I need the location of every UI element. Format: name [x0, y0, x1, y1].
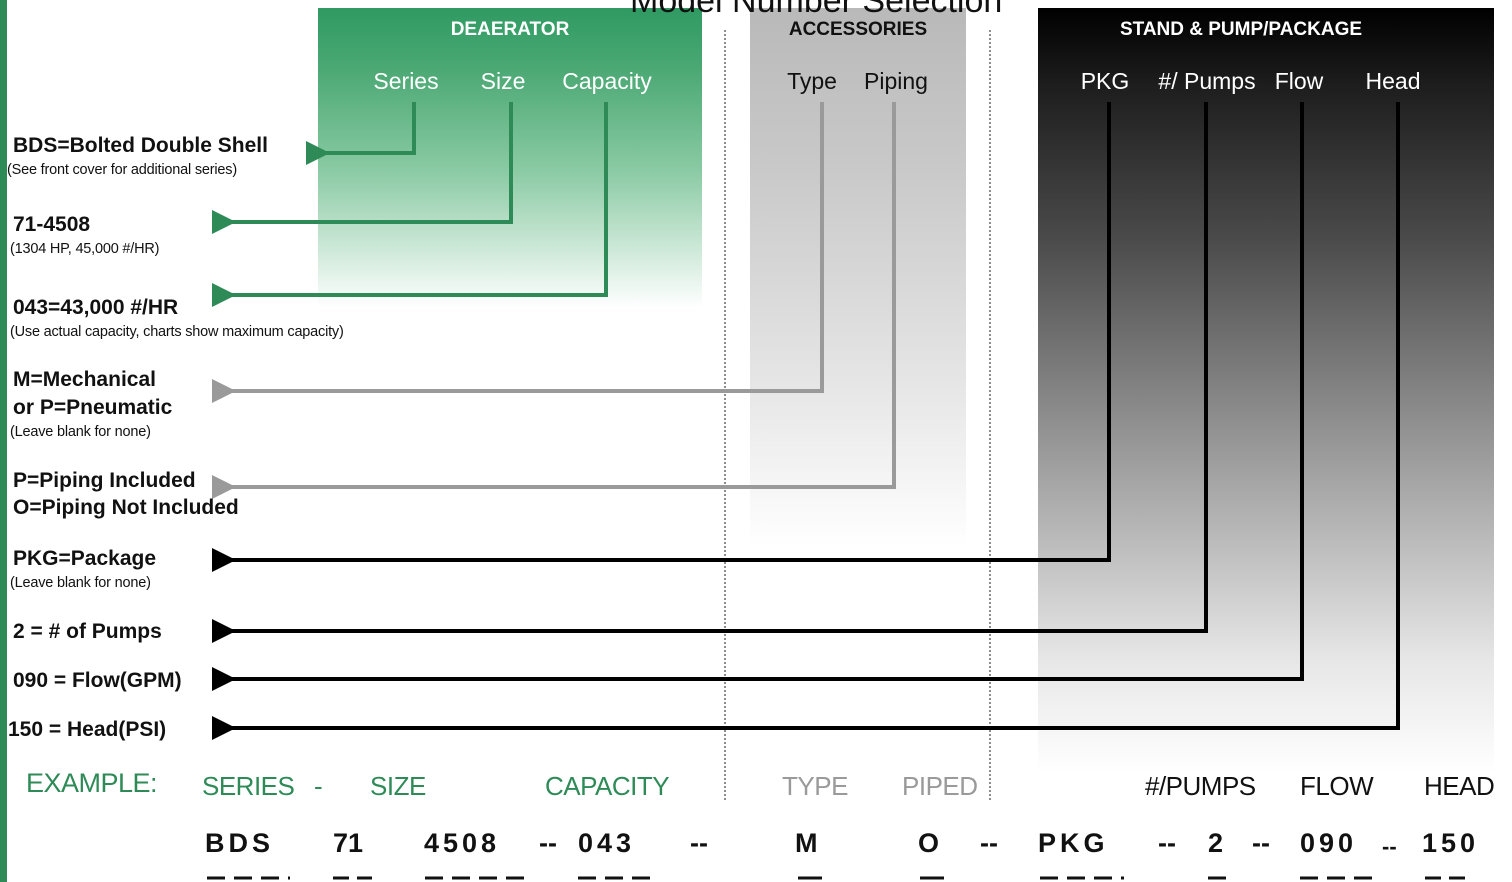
col-pumps: #/ Pumps [1158, 68, 1256, 94]
head-connector [212, 102, 1400, 740]
col-head: Head [1365, 68, 1421, 94]
left-accent-bar [0, 0, 7, 882]
col-flow: Flow [1274, 68, 1324, 94]
pkg-note: (Leave blank for none) [10, 575, 151, 591]
capacity-connector [212, 102, 608, 307]
series-option: BDS=Bolted Double Shell [13, 134, 268, 157]
type-option-pneumatic: or P=Pneumatic [13, 396, 173, 419]
col-size: Size [480, 68, 526, 94]
example-col-dash: - [314, 771, 323, 801]
accessories-panel [750, 8, 966, 548]
example-val-series: BDS [205, 828, 275, 858]
example-sep-3: -- [980, 828, 998, 858]
size-option: 71-4508 [13, 213, 91, 236]
example-val-pumps: 2 [1208, 828, 1228, 858]
example-sep-6: -- [1382, 834, 1397, 859]
pkg-option: PKG=Package [13, 547, 157, 570]
col-pkg: PKG [1080, 68, 1130, 94]
example-col-series: SERIES [202, 771, 295, 801]
flow-option: 090 = Flow(GPM) [13, 669, 182, 692]
col-capacity: Capacity [562, 68, 652, 94]
pkg-connector [212, 102, 1111, 572]
type-note: (Leave blank for none) [10, 424, 151, 440]
pumps-connector [212, 102, 1208, 643]
example-val-flow: 090 [1300, 828, 1358, 858]
size-connector [212, 102, 513, 234]
series-connector [306, 102, 416, 165]
capacity-note: (Use actual capacity, charts show maximu… [10, 324, 344, 340]
size-note: (1304 HP, 45,000 #/HR) [10, 241, 160, 257]
example-col-head: HEAD [1424, 771, 1495, 801]
piping-option-included: P=Piping Included [13, 469, 196, 492]
page-title: Model Number Selection [630, 0, 1003, 20]
example-col-pumps: #/PUMPS [1145, 771, 1256, 801]
example-val-head: 150 [1422, 828, 1480, 858]
example-col-piped: PIPED [902, 771, 978, 801]
example-val-piped: O [918, 828, 944, 858]
stand-panel [1038, 8, 1494, 773]
flow-connector [212, 102, 1304, 691]
piping-connector [212, 102, 896, 499]
example-val-pkg: PKG [1038, 828, 1109, 858]
example-col-size: SIZE [370, 771, 426, 801]
section-stand: STAND & PUMP/PACKAGE [1119, 19, 1363, 40]
type-connector [212, 102, 824, 403]
example-label: EXAMPLE: [26, 768, 158, 798]
type-option-mechanical: M=Mechanical [13, 368, 156, 391]
head-option: 150 = Head(PSI) [8, 718, 167, 741]
section-deaerator: DEAERATOR [450, 19, 570, 40]
col-type: Type [787, 68, 837, 94]
example-col-type: TYPE [782, 771, 848, 801]
example-val-size2: 4508 [424, 828, 501, 858]
col-series: Series [373, 68, 439, 94]
example-sep-4: -- [1158, 828, 1176, 858]
series-note: (See front cover for additional series) [7, 162, 237, 178]
capacity-option: 043=43,000 #/HR [13, 296, 179, 319]
example-val-type: M [795, 828, 822, 858]
example-sep-5: -- [1252, 828, 1270, 858]
col-piping: Piping [864, 68, 928, 94]
example-sep-1: -- [539, 828, 557, 858]
example-col-capacity: CAPACITY [545, 771, 670, 801]
section-accessories: ACCESSORIES [788, 19, 928, 40]
example-val-capacity: 043 [578, 828, 636, 858]
pumps-option: 2 = # of Pumps [13, 620, 162, 643]
example-col-flow: FLOW [1300, 771, 1374, 801]
example-sep-2: -- [690, 828, 708, 858]
example-val-size1: 71 [333, 828, 364, 858]
piping-option-not-included: O=Piping Not Included [13, 496, 239, 519]
